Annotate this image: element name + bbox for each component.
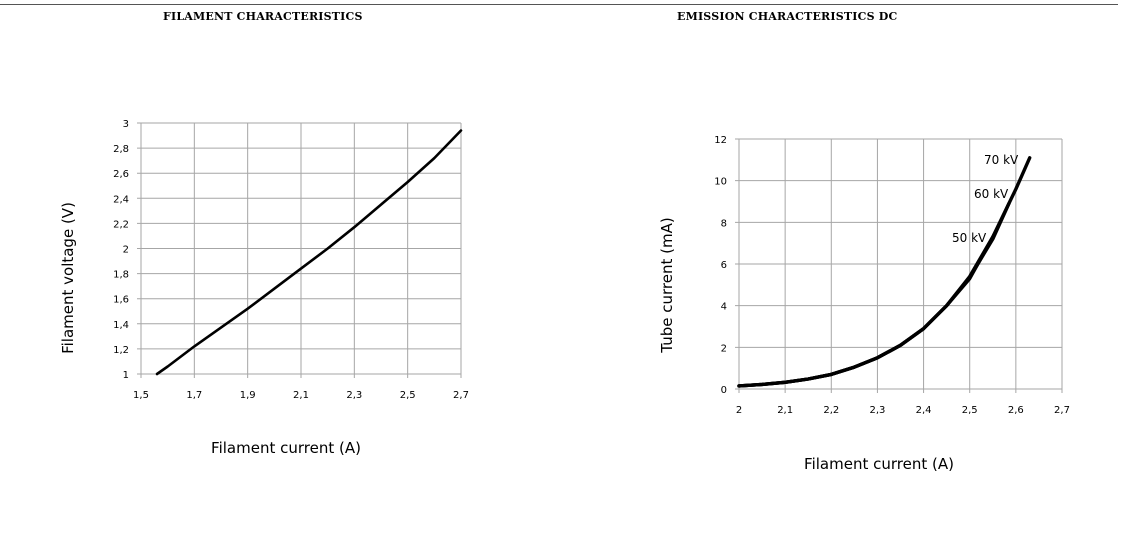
- emission-x-tick-label: 2,5: [962, 405, 978, 416]
- filament-x-tick-label: 2,5: [400, 390, 416, 401]
- emission-x-tick-label: 2,1: [777, 405, 793, 416]
- filament-tick-labels: 1,5 1,7 1,9 2,1 2,3 2,5 2,7 1 1,2 1,4 1,6 1,8 2 2,2 2,…: [113, 119, 469, 401]
- top-rule: [0, 4, 1118, 5]
- emission-y-tick-label: 12: [714, 135, 727, 146]
- filament-x-tick-label: 2,1: [293, 390, 309, 401]
- filament-x-tick-label: 2,3: [346, 390, 362, 401]
- series-label: 70 kV: [984, 153, 1019, 167]
- emission-x-tick-label: 2: [736, 405, 742, 416]
- emission-x-tick-label: 2,7: [1054, 405, 1070, 416]
- emission-x-axis-label: Filament current (A): [804, 455, 954, 473]
- emission-y-tick-label: 10: [714, 177, 727, 188]
- emission-y-tick-label: 0: [721, 385, 727, 396]
- filament-x-tick-label: 2,7: [453, 390, 469, 401]
- filament-y-tick-label: 1,4: [113, 320, 129, 331]
- filament-x-axis-label: Filament current (A): [211, 439, 361, 457]
- emission-series-labels: 50 kV 60 kV 70 kV: [952, 153, 1019, 245]
- filament-y-axis-label: Filament voltage (V): [59, 202, 77, 354]
- filament-series-line: [155, 129, 463, 376]
- chart-title-emission: EMISSION CHARACTERISTICS DC: [677, 10, 898, 23]
- series-label: 60 kV: [974, 187, 1009, 201]
- filament-x-tick-label: 1,5: [133, 390, 149, 401]
- filament-y-tick-label: 2,4: [113, 194, 129, 205]
- filament-x-tick-label: 1,9: [240, 390, 256, 401]
- filament-series: [155, 129, 463, 376]
- filament-y-tick-label: 2,2: [113, 219, 129, 230]
- emission-series: [737, 156, 1032, 388]
- emission-y-tick-label: 4: [721, 302, 727, 313]
- emission-grid: [735, 138, 1063, 393]
- filament-y-tick-label: 2,6: [113, 169, 129, 180]
- emission-y-tick-label: 6: [721, 260, 727, 271]
- filament-y-tick-label: 1: [123, 370, 129, 381]
- emission-x-tick-label: 2,6: [1008, 405, 1024, 416]
- filament-y-tick-label: 2: [123, 245, 129, 256]
- chart-title-filament: FILAMENT CHARACTERISTICS: [163, 10, 363, 23]
- series-label: 50 kV: [952, 231, 987, 245]
- filament-y-tick-label: 1,6: [113, 295, 129, 306]
- emission-y-tick-label: 2: [721, 343, 727, 354]
- filament-y-tick-label: 3: [123, 119, 129, 130]
- emission-x-tick-label: 2,2: [823, 405, 839, 416]
- emission-y-tick-label: 8: [721, 218, 727, 229]
- emission-series-line: [737, 156, 1032, 388]
- filament-x-tick-label: 1,7: [186, 390, 202, 401]
- emission-y-axis-label: Tube current (mA): [658, 217, 676, 353]
- emission-x-tick-label: 2,3: [869, 405, 885, 416]
- filament-grid: [137, 122, 462, 378]
- emission-x-tick-label: 2,4: [916, 405, 932, 416]
- filament-y-tick-label: 1,2: [113, 345, 129, 356]
- filament-y-tick-label: 2,8: [113, 144, 129, 155]
- filament-y-tick-label: 1,8: [113, 270, 129, 281]
